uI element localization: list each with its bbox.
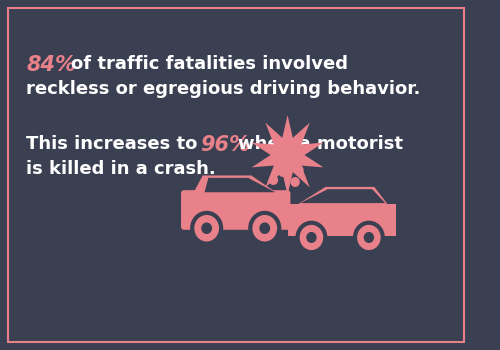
Circle shape (201, 223, 212, 234)
Text: of traffic fatalities involved: of traffic fatalities involved (70, 55, 347, 73)
Polygon shape (300, 189, 385, 203)
Circle shape (192, 213, 221, 244)
Circle shape (298, 223, 326, 252)
Circle shape (260, 223, 270, 234)
FancyBboxPatch shape (283, 197, 288, 223)
Text: reckless or egregious driving behavior.: reckless or egregious driving behavior. (26, 80, 421, 98)
FancyBboxPatch shape (181, 190, 290, 230)
Circle shape (250, 213, 279, 244)
Circle shape (278, 167, 287, 177)
Circle shape (306, 232, 316, 243)
Text: 84%: 84% (26, 55, 76, 75)
Polygon shape (252, 115, 324, 195)
Polygon shape (194, 175, 277, 193)
Text: This increases to: This increases to (26, 135, 204, 153)
Text: when a motorist: when a motorist (238, 135, 402, 153)
Text: is killed in a crash.: is killed in a crash. (26, 160, 216, 178)
Polygon shape (298, 187, 388, 204)
Circle shape (268, 175, 278, 185)
Circle shape (364, 232, 374, 243)
Circle shape (294, 165, 304, 175)
Text: 96%: 96% (200, 135, 250, 155)
Polygon shape (288, 204, 396, 236)
Circle shape (290, 177, 300, 187)
Circle shape (355, 223, 383, 252)
Polygon shape (204, 178, 275, 192)
